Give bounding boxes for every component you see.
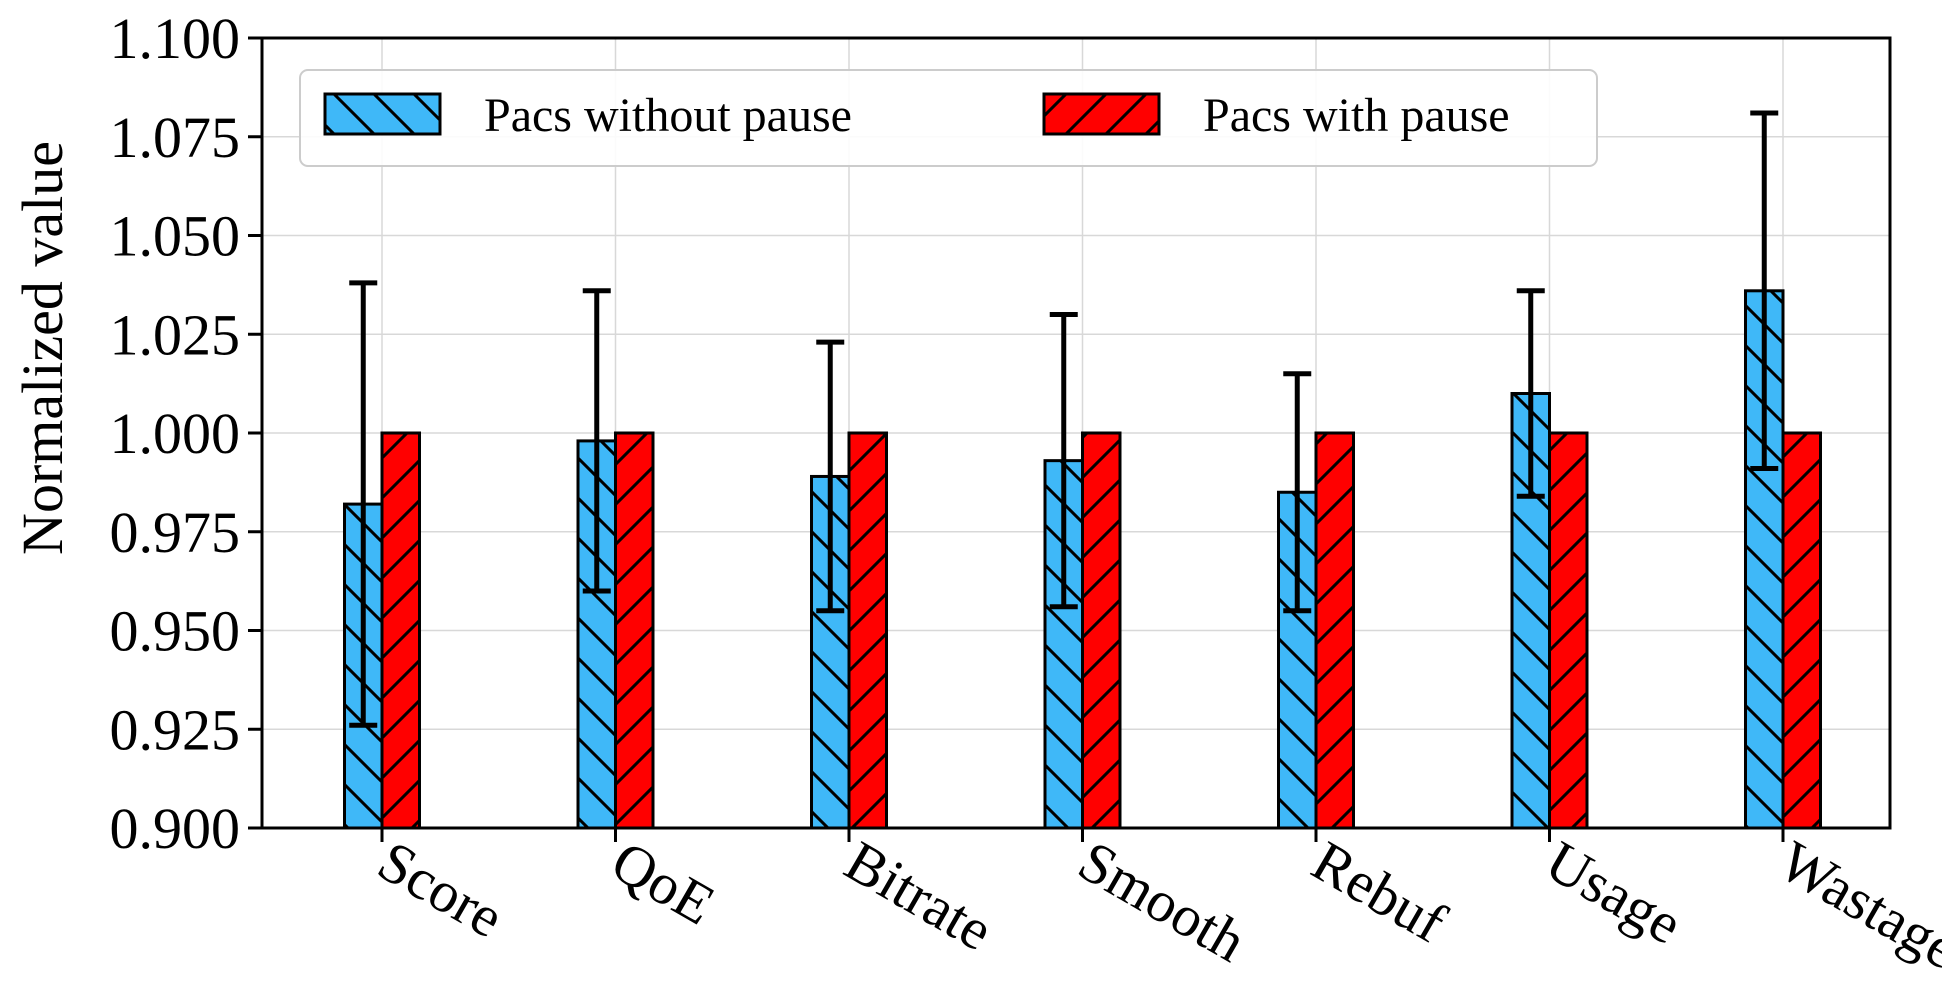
- y-axis-title: Normalized value: [10, 141, 75, 555]
- legend-label-without-pause: Pacs without pause: [484, 89, 852, 142]
- x-tick-label-score: Score: [368, 828, 515, 950]
- y-tick-label: 1.075: [110, 105, 241, 170]
- bar-with-pause-bitrate: [847, 431, 888, 830]
- bar-with-pause-smooth: [1081, 431, 1122, 830]
- bar-with-pause-qoe: [614, 431, 655, 830]
- legend-label-with-pause: Pacs with pause: [1203, 89, 1510, 142]
- bar-with-pause-wastage: [1781, 431, 1822, 830]
- bars-group: [343, 289, 1822, 830]
- legend-swatch-without-pause: [323, 92, 442, 136]
- legend-swatch-with-pause: [1042, 92, 1161, 136]
- x-tick-label-usage: Usage: [1535, 828, 1693, 957]
- y-tick-label: 0.950: [110, 599, 241, 664]
- y-tick-label: 0.900: [110, 796, 241, 861]
- x-tick-label-wastage: Wastage: [1769, 828, 1942, 982]
- y-axis-ticks: 0.900 0.925 0.950 0.975 1.000 1.025 1.050 1.075…: [110, 6, 262, 861]
- y-tick-label: 1.000: [110, 401, 241, 466]
- legend-frame: [299, 69, 1598, 167]
- x-tick-label-qoe: QoE: [601, 828, 726, 937]
- x-axis-category-labels: Score QoE Bitrate Smooth Rebuf Usage Wastage: [368, 828, 1942, 982]
- x-tick-label-rebuf: Rebuf: [1302, 828, 1458, 956]
- y-tick-label: 0.925: [110, 697, 241, 762]
- bar-with-pause-score: [380, 431, 421, 830]
- y-tick-label: 0.975: [110, 500, 241, 565]
- x-tick-label-bitrate: Bitrate: [835, 828, 1004, 963]
- y-tick-label: 1.025: [110, 302, 241, 367]
- legend: Pacs without pause Pacs with pause: [299, 69, 1598, 167]
- x-tick-label-smooth: Smooth: [1068, 828, 1257, 975]
- y-tick-label: 1.100: [110, 6, 241, 71]
- error-bars-group: [349, 110, 1779, 728]
- y-tick-label: 1.050: [110, 204, 241, 269]
- bar-with-pause-usage: [1548, 431, 1589, 830]
- bar-with-pause-rebuf: [1314, 431, 1355, 830]
